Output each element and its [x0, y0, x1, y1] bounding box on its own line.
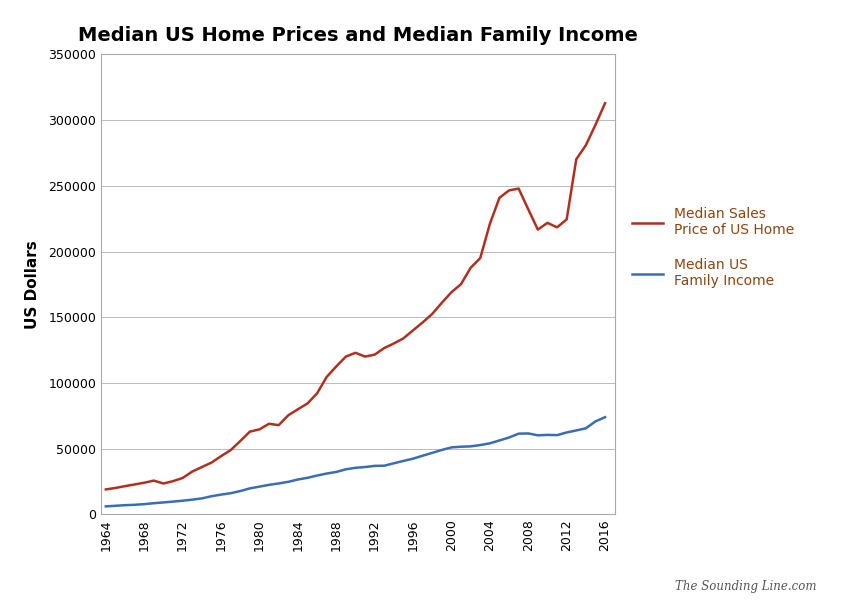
- Text: The Sounding Line.com: The Sounding Line.com: [675, 580, 817, 593]
- Legend: Median Sales
Price of US Home, Median US
Family Income: Median Sales Price of US Home, Median US…: [626, 201, 800, 294]
- Title: Median US Home Prices and Median Family Income: Median US Home Prices and Median Family …: [78, 25, 637, 45]
- Y-axis label: US Dollars: US Dollars: [25, 240, 40, 329]
